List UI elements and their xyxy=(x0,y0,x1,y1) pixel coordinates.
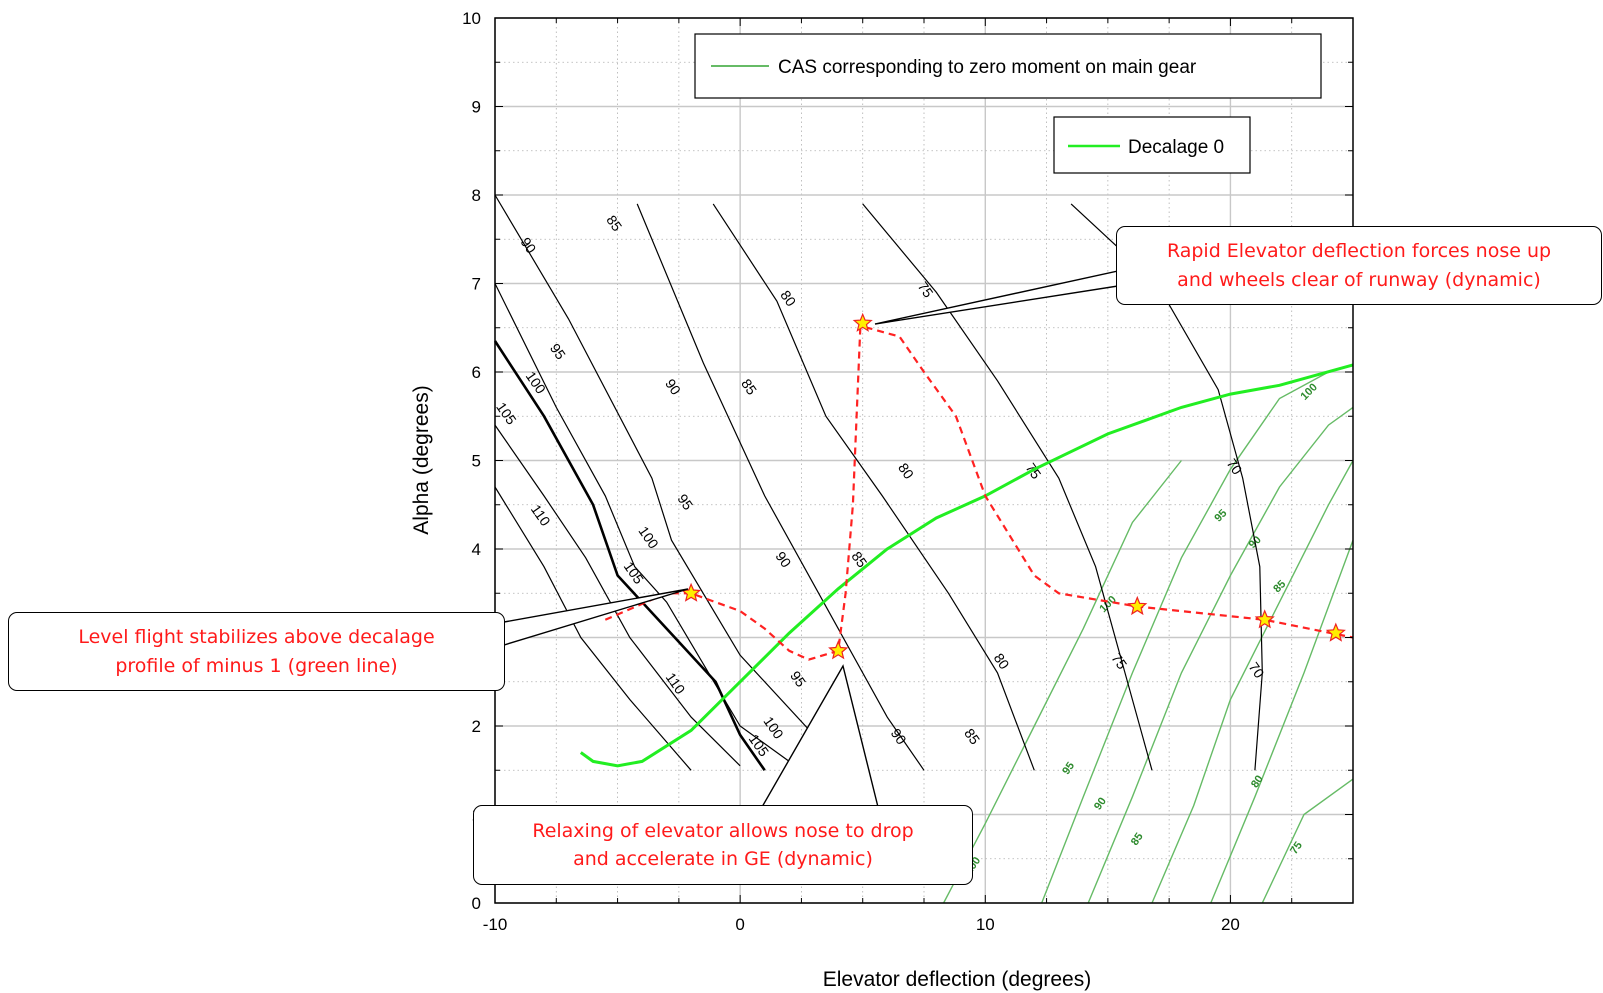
annotation-relaxing-elevator: Relaxing of elevator allows nose to drop… xyxy=(473,805,973,885)
y-tick-label: 5 xyxy=(472,452,481,471)
black-contour-105 xyxy=(494,424,741,767)
black-contour-label: 90 xyxy=(772,548,794,570)
y-axis-label: Alpha (degrees) xyxy=(410,385,433,534)
black-contour-label: 80 xyxy=(895,460,917,482)
black-contour-label: 95 xyxy=(674,491,696,513)
black-contour-label: 75 xyxy=(915,279,937,301)
green-contour-100 xyxy=(942,460,1182,904)
black-contour-label: 95 xyxy=(547,340,569,362)
black-contour-label: 70 xyxy=(1224,456,1246,478)
annotation-level-line-1: Level flight stabilizes above decalage xyxy=(78,626,435,648)
black-contour-110 xyxy=(494,486,692,771)
black-contour-label: 85 xyxy=(961,725,983,747)
black-contour-80 xyxy=(712,203,1035,771)
y-tick-label: 7 xyxy=(472,275,481,294)
trajectory-layer xyxy=(604,312,1354,661)
legend: CAS corresponding to zero moment on main… xyxy=(694,33,1322,174)
y-tick-label: 9 xyxy=(472,98,481,117)
green-contour-85 xyxy=(1151,460,1354,904)
x-tick-label: 0 xyxy=(735,915,744,934)
black-contour-label: 85 xyxy=(603,212,625,234)
y-tick-label: 6 xyxy=(472,363,481,382)
legend-box-1 xyxy=(694,33,1322,99)
green-contour-75 xyxy=(1261,778,1354,904)
trajectory-star-marker xyxy=(681,582,702,602)
callout-pointers xyxy=(503,270,1119,808)
x-tick-label: 10 xyxy=(976,915,995,934)
green-contour-80 xyxy=(1210,539,1354,904)
x-axis-label: Elevator deflection (degrees) xyxy=(823,968,1091,991)
callout-pointer-level xyxy=(503,588,689,646)
x-tick-label: -10 xyxy=(483,915,508,934)
annotation-relax-line-2: and accelerate in GE (dynamic) xyxy=(573,848,873,870)
black-contour-75 xyxy=(862,203,1153,771)
black-contour-label: 80 xyxy=(777,287,799,309)
black-contour-95 xyxy=(494,283,790,762)
green-contour-label: 95 xyxy=(1212,507,1229,524)
green-contour-label: 95 xyxy=(1060,760,1077,777)
y-tick-label: 4 xyxy=(472,540,481,559)
x-tick-label: 20 xyxy=(1221,915,1240,934)
green-contour-90 xyxy=(1087,406,1354,904)
trajectory-star-marker xyxy=(828,640,849,660)
black-contour-label: 105 xyxy=(493,399,520,427)
annotation-level-flight: Level flight stabilizes above decalage pr… xyxy=(8,612,505,691)
trajectory-star-marker xyxy=(1325,622,1346,642)
y-tick-label: 8 xyxy=(472,186,481,205)
green-contour-label: 90 xyxy=(1092,795,1109,812)
trajectory-star-marker xyxy=(1127,595,1148,616)
trajectory-star-marker xyxy=(852,312,873,332)
black-contour-label: 105 xyxy=(746,731,773,759)
black-contour-label: 80 xyxy=(991,650,1013,672)
green-contour-label: 100 xyxy=(1298,381,1319,402)
callout-pointer-rapid xyxy=(874,270,1119,325)
black-contour-85 xyxy=(636,203,925,771)
green-contour-label: 85 xyxy=(1271,578,1288,595)
annotation-rapid-elevator: Rapid Elevator deflection forces nose up… xyxy=(1116,226,1602,305)
decalage-line xyxy=(579,363,1354,768)
black-contour-label: 95 xyxy=(787,668,809,690)
y-tick-label: 10 xyxy=(462,9,481,28)
black-contour-label: 85 xyxy=(738,376,760,398)
legend-label-cas: CAS corresponding to zero moment on main… xyxy=(778,57,1197,78)
decalage-line-layer xyxy=(579,363,1354,768)
green-contour-label: 85 xyxy=(1129,831,1146,848)
green-contour-95 xyxy=(1041,371,1329,904)
y-tick-label: 0 xyxy=(472,894,481,913)
trajectory-line xyxy=(604,326,1354,661)
annotation-rapid-line-1: Rapid Elevator deflection forces nose up xyxy=(1166,240,1552,262)
trajectory-star-marker xyxy=(1254,609,1275,629)
y-tick-label: 2 xyxy=(472,717,481,736)
annotation-level-line-2: profile of minus 1 (green line) xyxy=(115,654,398,677)
black-contour-label: 100 xyxy=(635,523,662,551)
legend-label-decalage: Decalage 0 xyxy=(1128,137,1224,158)
green-contour-label: 80 xyxy=(1249,773,1266,790)
annotation-relax-line-1: Relaxing of elevator allows nose to drop xyxy=(532,819,914,842)
black-contour-label: 85 xyxy=(848,548,870,570)
annotation-rapid-line-2: and wheels clear of runway (dynamic) xyxy=(1177,268,1541,291)
black-contour-label: 110 xyxy=(663,670,689,698)
green-contour-label: 75 xyxy=(1288,840,1305,857)
black-contour-label: 75 xyxy=(1108,650,1130,672)
black-contour-label: 90 xyxy=(662,376,684,398)
